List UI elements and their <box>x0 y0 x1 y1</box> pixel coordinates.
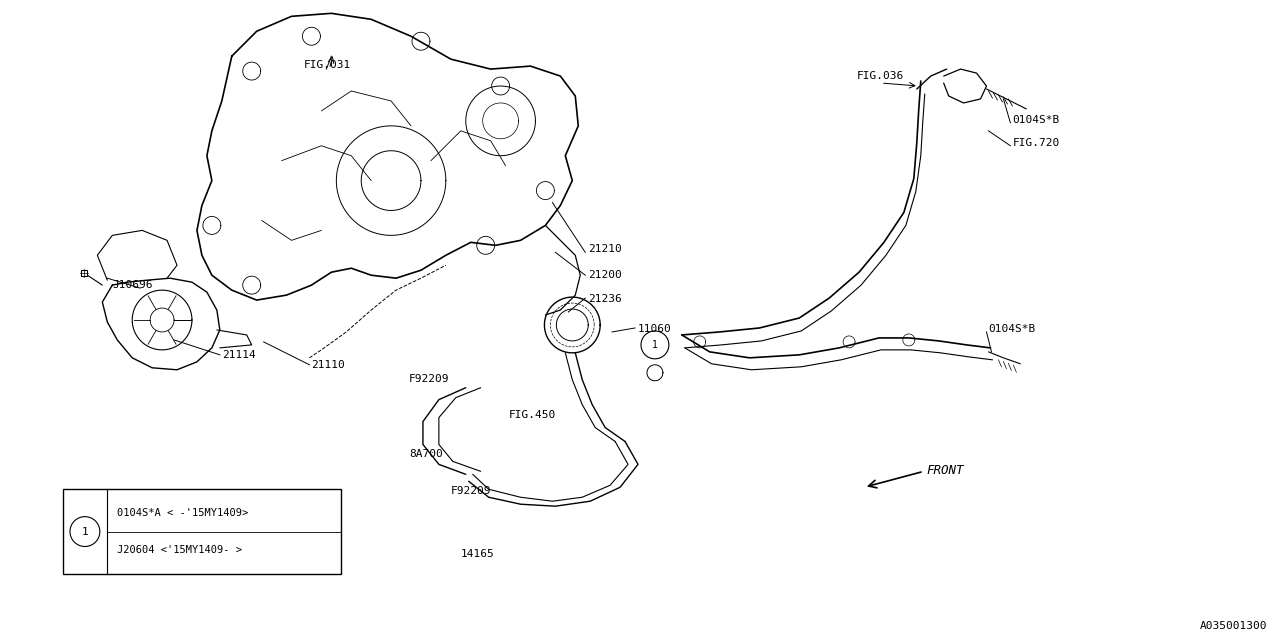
Text: 21210: 21210 <box>589 244 622 254</box>
Text: F92209: F92209 <box>410 374 449 384</box>
Text: 21114: 21114 <box>221 350 256 360</box>
Text: 8A700: 8A700 <box>410 449 443 460</box>
Text: 1: 1 <box>652 340 658 350</box>
Text: 0104S*B: 0104S*B <box>988 324 1036 334</box>
Text: 1: 1 <box>82 527 88 536</box>
Text: FIG.036: FIG.036 <box>858 71 904 81</box>
Text: FRONT: FRONT <box>927 465 964 477</box>
Text: FIG.450: FIG.450 <box>508 410 556 420</box>
Text: 14165: 14165 <box>461 549 494 559</box>
Text: FIG.031: FIG.031 <box>303 60 351 70</box>
Text: 21200: 21200 <box>589 270 622 280</box>
Text: A035001300: A035001300 <box>1199 621 1267 630</box>
Text: F92209: F92209 <box>451 486 492 496</box>
Text: J10696: J10696 <box>113 280 152 290</box>
Text: 0104S*A < -'15MY1409>: 0104S*A < -'15MY1409> <box>118 508 248 518</box>
Text: 0104S*B: 0104S*B <box>1012 115 1060 125</box>
Text: 21236: 21236 <box>589 294 622 304</box>
Text: J20604 <'15MY1409- >: J20604 <'15MY1409- > <box>118 545 242 555</box>
Text: 11060: 11060 <box>637 324 672 334</box>
Text: FIG.720: FIG.720 <box>1012 138 1060 148</box>
Text: 21110: 21110 <box>311 360 346 370</box>
